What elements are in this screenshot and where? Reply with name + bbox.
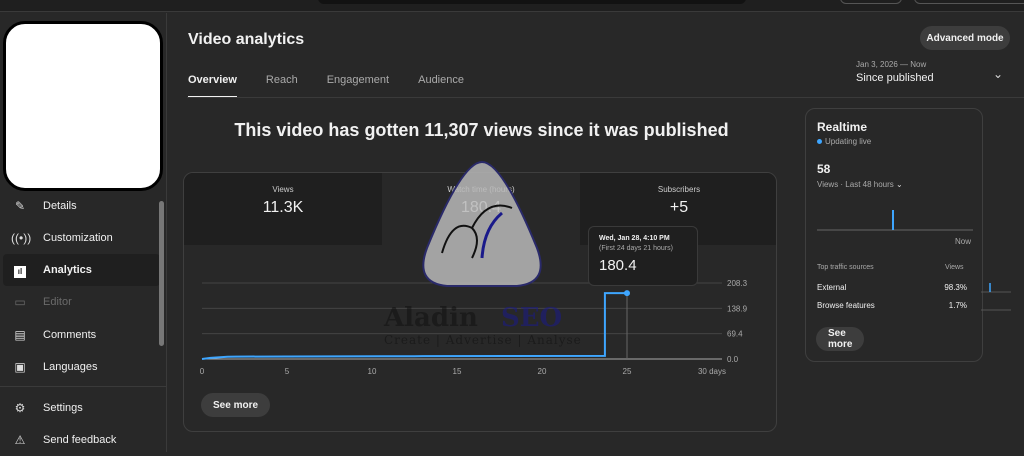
main-content: Video analytics Advanced mode Overview R… <box>167 13 1024 452</box>
x-tick-label: 5 <box>285 367 290 376</box>
video-thumbnail[interactable] <box>3 21 163 191</box>
chart-tooltip: Wed, Jan 28, 4:10 PM (First 24 days 21 h… <box>588 226 698 286</box>
date-range: Jan 3, 2026 — Now <box>856 60 927 69</box>
traffic-row: Browse features 1.7% <box>817 301 967 310</box>
pencil-icon: ✎ <box>14 199 26 213</box>
realtime-see-more-button[interactable]: See more <box>816 327 865 351</box>
sidebar-item-editor: ▭ Editor <box>0 286 157 318</box>
sidebar: ✎ Details ((•)) Customization ıl Analytics … <box>0 13 167 452</box>
date-range-label: Since published <box>856 72 934 84</box>
traffic-header: Top traffic sources <box>817 264 874 271</box>
tab-reach[interactable]: Reach <box>265 74 298 86</box>
source-pct: 98.3% <box>944 283 967 292</box>
gear-icon: ⚙ <box>14 401 26 415</box>
account-button[interactable] <box>914 0 1024 4</box>
x-tick-label: 10 <box>368 367 377 376</box>
sparkline-external <box>981 283 1011 293</box>
metrics-card: Views 11.3K Watch time (hours) 180.4 Sub… <box>183 172 777 432</box>
realtime-metric-dropdown[interactable]: Views · Last 48 hours ⌄ <box>817 180 903 189</box>
y-tick-label: 0.0 <box>727 355 739 364</box>
y-tick-label: 138.9 <box>727 304 748 313</box>
date-range-picker[interactable]: Jan 3, 2026 — Now Since published <box>856 60 934 84</box>
tooltip-date: Wed, Jan 28, 4:10 PM <box>599 235 670 242</box>
realtime-card: Realtime Updating live 58 Views · Last 4… <box>805 108 983 362</box>
source-name: Browse features <box>817 301 875 310</box>
live-status: Updating live <box>817 137 871 146</box>
watch-time-chart[interactable]: 208.3 138.9 69.4 0.0 0 5 10 15 20 25 30 days <box>184 263 777 432</box>
source-name: External <box>817 283 847 292</box>
sidebar-item-label: Editor <box>43 296 72 308</box>
sidebar-item-label: Comments <box>43 329 97 341</box>
sparkline-browse <box>981 309 1011 311</box>
x-tick-label: 0 <box>200 367 205 376</box>
metric-value: 180.4 <box>460 199 502 216</box>
sidebar-item-label: Details <box>43 200 77 212</box>
divider <box>187 97 1024 98</box>
watch-time-line <box>201 292 627 360</box>
sidebar-item-details[interactable]: ✎ Details <box>0 190 157 222</box>
tab-engagement[interactable]: Engagement <box>326 74 390 86</box>
subtitles-icon: ▣ <box>14 360 26 374</box>
sidebar-item-send-feedback[interactable]: ⚠ Send feedback <box>0 424 157 456</box>
search-bar[interactable] <box>318 0 746 4</box>
headline: This video has gotten 11,307 views since… <box>234 120 729 140</box>
metric-label: Subscribers <box>657 185 701 194</box>
sidebar-item-label: Send feedback <box>43 434 117 446</box>
realtime-title: Realtime <box>817 120 868 134</box>
advanced-mode-button[interactable]: Advanced mode <box>920 26 1010 50</box>
metric-label: Views <box>272 185 294 194</box>
editor-icon: ▭ <box>14 295 26 309</box>
analytics-icon: ıl <box>11 263 29 278</box>
sidebar-scrollbar[interactable] <box>159 201 164 346</box>
hover-point <box>624 290 630 297</box>
tooltip-subtitle: (First 24 days 21 hours) <box>599 245 673 252</box>
divider <box>0 386 166 387</box>
metric-value: +5 <box>669 199 689 216</box>
comment-icon: ▤ <box>14 328 26 342</box>
x-tick-label: 30 days <box>698 367 726 376</box>
chevron-down-icon[interactable]: ⌄ <box>993 67 1004 81</box>
live-dot-icon <box>817 139 822 144</box>
sidebar-item-label: Settings <box>43 402 83 414</box>
tab-overview[interactable]: Overview <box>188 74 237 98</box>
sidebar-item-settings[interactable]: ⚙ Settings <box>0 392 157 424</box>
sidebar-item-label: Analytics <box>43 264 92 276</box>
source-pct: 1.7% <box>948 301 967 310</box>
metric-watch-time[interactable]: Watch time (hours) 180.4 <box>382 173 580 245</box>
sidebar-item-label: Languages <box>43 361 98 373</box>
chevron-down-icon: ⌄ <box>896 180 903 189</box>
y-tick-label: 208.3 <box>727 279 748 288</box>
sidebar-item-analytics[interactable]: ıl Analytics <box>3 254 160 286</box>
realtime-chart <box>817 210 973 231</box>
see-more-button[interactable]: See more <box>201 393 271 417</box>
create-button[interactable] <box>840 0 902 4</box>
sidebar-item-customization[interactable]: ((•)) Customization <box>0 222 157 254</box>
y-tick-label: 69.4 <box>727 330 743 339</box>
realtime-metric-label: Views · Last 48 hours <box>817 180 894 189</box>
feedback-icon: ⚠ <box>14 433 26 447</box>
metric-label: Watch time (hours) <box>447 185 515 194</box>
metric-value: 11.3K <box>262 199 304 216</box>
live-status-text: Updating live <box>825 137 872 146</box>
tooltip-value: 180.4 <box>599 257 637 274</box>
sidebar-item-languages[interactable]: ▣ Languages <box>0 351 157 383</box>
x-tick-label: 25 <box>623 367 632 376</box>
x-tick-label: 20 <box>538 367 547 376</box>
views-header: Views <box>945 264 964 271</box>
metric-views[interactable]: Views 11.3K <box>184 173 382 245</box>
x-tick-label: 15 <box>453 367 462 376</box>
page-title: Video analytics <box>188 31 305 48</box>
tabs: Overview Reach Engagement Audience <box>188 74 464 98</box>
now-label: Now <box>954 237 971 246</box>
top-bar <box>0 0 1024 12</box>
tab-audience[interactable]: Audience <box>418 74 464 86</box>
sidebar-item-comments[interactable]: ▤ Comments <box>0 319 157 351</box>
realtime-count: 58 <box>817 162 831 176</box>
broadcast-icon: ((•)) <box>11 231 32 245</box>
sidebar-item-label: Customization <box>43 232 113 244</box>
traffic-row: External 98.3% <box>817 283 967 292</box>
